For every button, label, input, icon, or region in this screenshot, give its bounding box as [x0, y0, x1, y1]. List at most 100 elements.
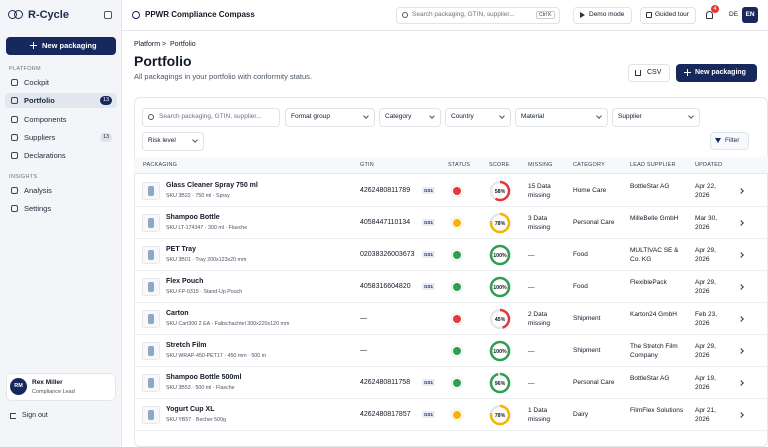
filter-dropdown-label[interactable]: Format group [291, 113, 331, 120]
filter-button[interactable] [710, 132, 749, 150]
gtin: 4262480811789 [360, 187, 411, 194]
package-name: Flex Pouch [166, 278, 204, 285]
csv-label[interactable]: CSV [647, 69, 662, 76]
download-icon [635, 70, 641, 76]
nav-item[interactable]: Components [24, 114, 67, 124]
package-icon [148, 250, 154, 260]
gs1-badge: GS1 [422, 251, 436, 258]
filter-label[interactable]: Filter [725, 137, 740, 144]
table-row[interactable] [134, 367, 768, 399]
search-box[interactable] [396, 7, 560, 24]
plus-icon [33, 42, 35, 49]
bell-icon[interactable] [706, 11, 713, 19]
status-dot [453, 379, 461, 387]
tour-label[interactable]: Guided tour [655, 11, 689, 18]
table-row[interactable] [134, 239, 768, 271]
sign-out[interactable]: Sign out [22, 412, 48, 419]
filter-dropdown-label[interactable]: Risk level [148, 137, 176, 144]
table-row[interactable] [134, 399, 768, 431]
gs1-badge: GS1 [422, 219, 436, 226]
filter-dropdown[interactable] [285, 108, 375, 127]
category: Personal Care [573, 219, 615, 226]
package-icon [148, 186, 154, 196]
new-button-label[interactable]: New packaging [695, 69, 746, 76]
demo-button[interactable] [573, 7, 632, 24]
nav-count: 13 [100, 132, 112, 142]
score-label: 100% [493, 349, 507, 355]
gs1-badge: GS1 [422, 283, 436, 290]
package-sku: SKU LT-174347 · 300 ml · Flasche [166, 225, 248, 231]
new-button[interactable] [676, 64, 757, 82]
updated: Feb 23, 2026 [695, 311, 718, 327]
filter-dropdown[interactable] [142, 132, 204, 151]
csv-button[interactable] [628, 64, 670, 82]
filter-dropdown-label[interactable]: Country [451, 113, 474, 120]
supplier: BottleStar AG [630, 183, 670, 190]
sidebar [0, 0, 122, 447]
package-sku: SKU 3B01 · Tray 200x123x20 mm [166, 257, 247, 263]
missing: — [528, 284, 535, 291]
gs1-badge: GS1 [422, 187, 436, 194]
nav-item[interactable]: Portfolio [24, 96, 55, 106]
filter-dropdown[interactable] [445, 108, 511, 127]
nav-item[interactable]: Suppliers [24, 132, 56, 142]
table-row[interactable] [134, 271, 768, 303]
breadcrumb: Portfolio [170, 41, 196, 48]
nav-count: 13 [100, 96, 112, 106]
gtin: — [360, 347, 367, 354]
nav-item[interactable]: Cockpit [24, 78, 50, 87]
signout-icon [10, 413, 16, 419]
package-sku: SKU WRAP-450-PET17 · 450 mm · 500 m [166, 353, 267, 359]
new-packaging-button[interactable] [6, 37, 116, 55]
filter-dropdown-label[interactable]: Category [385, 113, 412, 120]
gs1-badge: GS1 [422, 379, 436, 386]
table-row[interactable] [134, 175, 768, 207]
gtin: — [360, 315, 367, 322]
category: Food [573, 251, 588, 258]
score-label: 96% [495, 381, 506, 387]
score-label: 78% [495, 221, 506, 227]
filter-dropdown-label[interactable]: Supplier [618, 113, 642, 120]
category: Shipment [573, 347, 601, 354]
package-icon [148, 218, 154, 228]
score-arc [489, 340, 511, 362]
demo-label[interactable]: Demo mode [589, 11, 625, 18]
new-packaging-label[interactable]: New packaging [42, 41, 97, 50]
lang-en[interactable]: EN [742, 7, 758, 23]
gtin: 4058447110134 [360, 219, 411, 226]
table-row[interactable] [134, 207, 768, 239]
package-name: Shampoo Bottle [166, 214, 220, 221]
filter-search[interactable] [142, 108, 280, 127]
nav-item[interactable]: Declarations [24, 151, 66, 161]
package-icon [148, 378, 154, 388]
status-dot [453, 219, 461, 227]
table-row[interactable] [134, 335, 768, 367]
filter-dropdown[interactable] [379, 108, 441, 127]
tour-button[interactable] [640, 7, 696, 24]
user-role: Compliance Lead [32, 389, 75, 395]
updated: Apr 21, 2026 [695, 407, 716, 423]
updated: Apr 22, 2026 [695, 183, 716, 199]
nav-item[interactable]: Analysis [24, 185, 52, 195]
score-arc [489, 372, 511, 394]
score-ring: 100% [489, 340, 511, 362]
updated: Apr 29, 2026 [695, 247, 716, 263]
filter-search-placeholder: Search packaging, GTIN, supplier... [159, 113, 262, 120]
nav-icon [11, 133, 18, 141]
breadcrumb[interactable]: Platform [134, 41, 161, 48]
table-row[interactable] [134, 303, 768, 335]
lang-de[interactable]: DE [729, 11, 739, 18]
filter-dropdown[interactable] [612, 108, 700, 127]
filter-dropdown[interactable] [515, 108, 608, 127]
category: Dairy [573, 411, 589, 418]
supplier: The Stretch Film Company [630, 343, 678, 359]
table-header [134, 157, 768, 174]
nav-item[interactable]: Settings [24, 203, 52, 213]
column-header: STATUS [448, 162, 471, 168]
nav-icon [11, 152, 18, 160]
filter-icon [715, 138, 721, 143]
filter-dropdown-label[interactable]: Material [521, 113, 545, 120]
score-ring: 45% [489, 308, 511, 330]
score-arc [489, 308, 511, 330]
